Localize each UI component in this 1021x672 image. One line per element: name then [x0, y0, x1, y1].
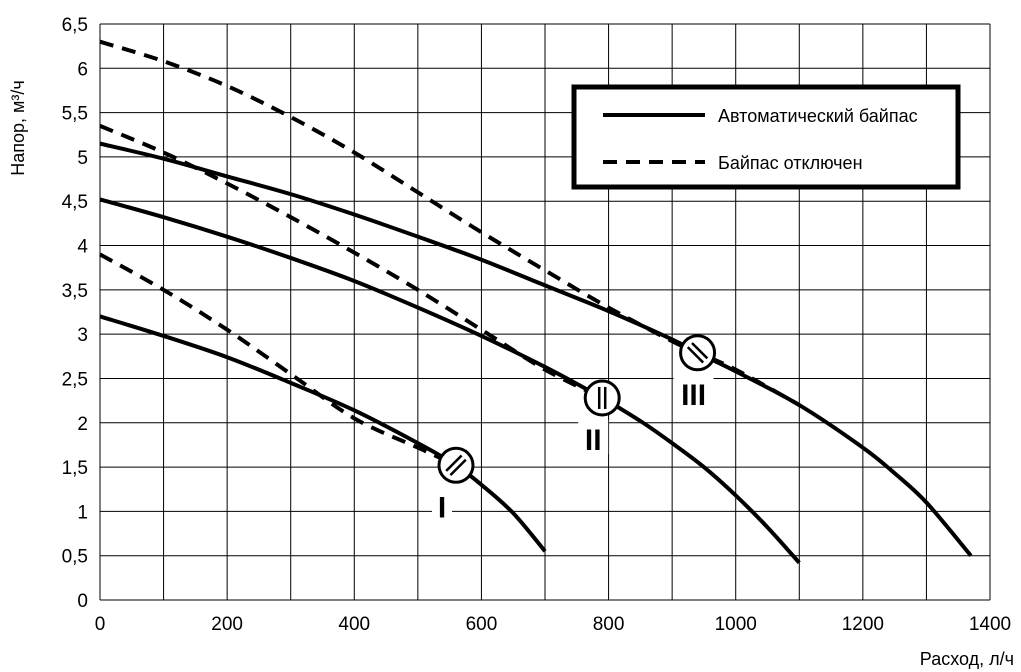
x-tick-label: 1400 [969, 614, 1011, 635]
x-tick-label: 200 [211, 614, 243, 635]
speed-marker-II [583, 379, 621, 417]
speed-marker-slot [686, 346, 705, 364]
speed-marker-slot [449, 458, 467, 476]
legend: Автоматический байпас Байпас отключен [571, 84, 961, 190]
speed-label-background [673, 374, 714, 409]
bypass-off-curve-speed-I [99, 252, 457, 468]
auto-bypass-curve-speed-I [99, 314, 547, 553]
speed-label-III: III [681, 379, 706, 412]
x-tick-label: 1200 [842, 614, 884, 635]
y-tick-label: 3 [77, 325, 88, 346]
speed-marker-III [679, 334, 717, 372]
y-tick-label: 2,5 [62, 369, 88, 390]
x-tick-label: 400 [338, 614, 370, 635]
y-tick-label: 0,5 [62, 547, 88, 568]
x-axis-title: Расход, л/ч [920, 649, 1014, 669]
x-tick-label: 0 [95, 614, 106, 635]
legend-box [571, 84, 961, 190]
y-tick-label: 6 [77, 59, 88, 80]
y-tick-label: 1 [77, 502, 88, 523]
y-axis-title: Напор, м³/ч [8, 80, 28, 176]
y-tick-label: 5 [77, 148, 88, 169]
y-tick-label: 0 [77, 591, 88, 612]
y-tick-label: 5,5 [62, 104, 88, 125]
speed-label-background [432, 487, 452, 522]
x-tick-label: 600 [466, 614, 498, 635]
speed-marker-I [437, 446, 475, 484]
y-tick-label: 6,5 [62, 15, 88, 36]
speed-marker-slot [691, 342, 709, 360]
y-tick-label: 3,5 [62, 281, 88, 302]
x-tick-label: 1000 [715, 614, 757, 635]
legend-label-bypass-off: Байпас отключен [718, 153, 863, 173]
x-tick-label: 800 [593, 614, 625, 635]
legend-label-auto-bypass: Автоматический байпас [718, 106, 918, 126]
speed-label-background [578, 419, 609, 454]
y-tick-label: 2 [77, 414, 88, 435]
tick-labels: 0 200 400 600 800 1000 1200 1400 0 0,5 1 1,5 2 2,5 3 3,… [62, 15, 1012, 635]
y-tick-label: 4,5 [62, 192, 88, 213]
y-tick-label: 1,5 [62, 458, 88, 479]
bypass-off-curve-speed-II [99, 124, 604, 400]
speed-label-I: I [438, 491, 446, 524]
y-tick-label: 4 [77, 237, 88, 258]
speed-label-II: II [585, 424, 602, 457]
auto-bypass-curve-speed-III [99, 141, 973, 557]
speed-marker-slot [445, 454, 463, 472]
